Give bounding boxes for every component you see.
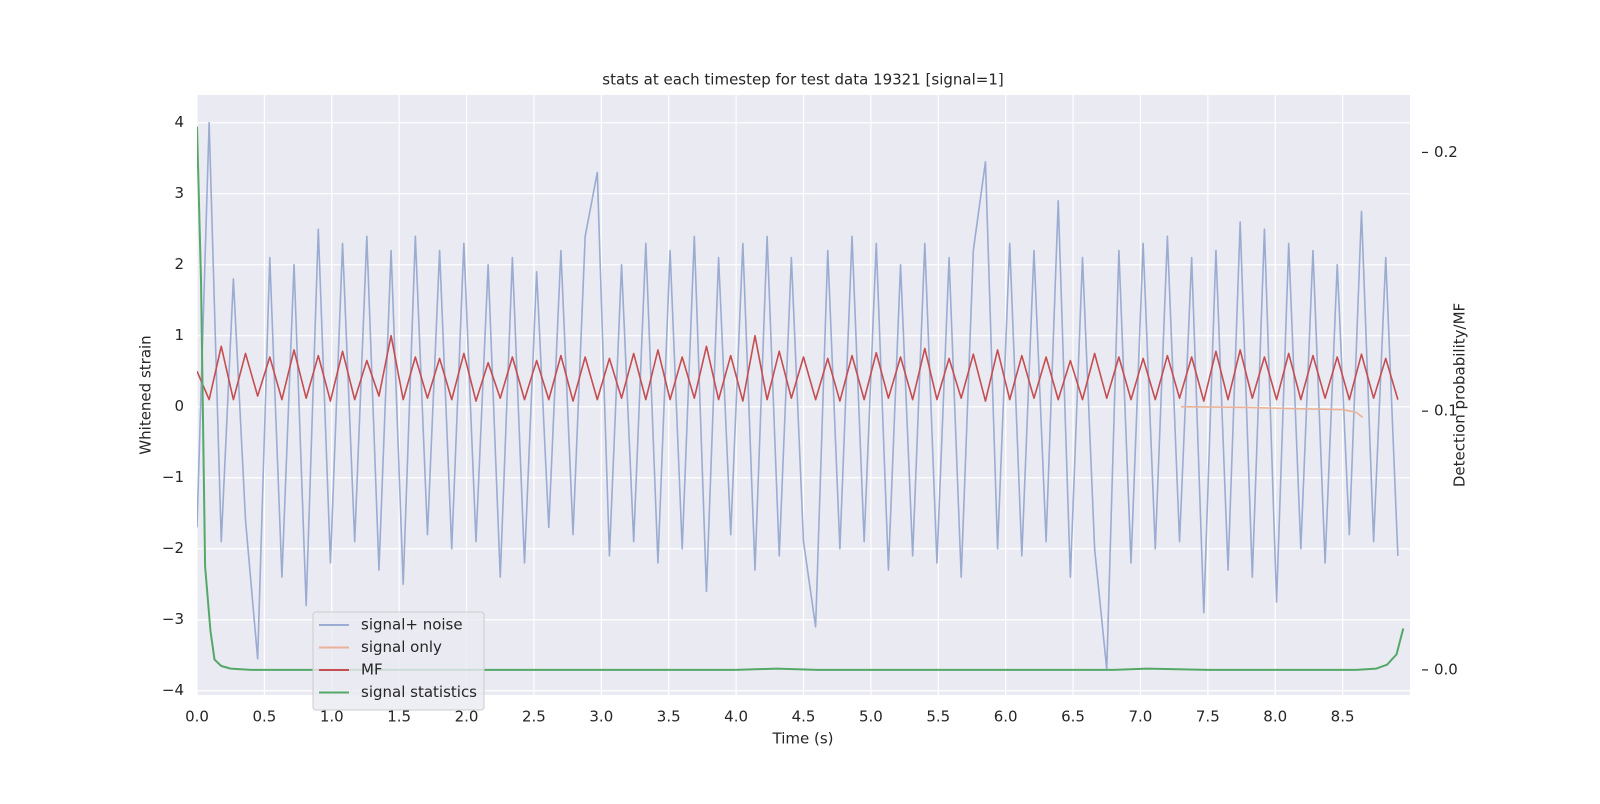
legend: signal+ noise signal only MF signal statist… (312, 611, 485, 711)
y-tick-label: 2 (174, 255, 184, 273)
x-tick-label: 4.5 (792, 708, 816, 726)
x-tick-label: 1.5 (387, 708, 411, 726)
y-tick-label: 4 (174, 113, 184, 131)
x-axis-label: Time (s) (772, 730, 834, 748)
series-line (197, 334, 1399, 402)
y2-tick-label: 0.1 (1434, 402, 1458, 420)
x-tick-label: 7.0 (1129, 708, 1153, 726)
x-tick-label: 8.0 (1263, 708, 1287, 726)
y2-axis-label: Detection probability/MF (1451, 303, 1469, 487)
x-tick-label: 8.5 (1331, 708, 1355, 726)
legend-label: MF (361, 661, 383, 679)
x-tick-label: 2.5 (522, 708, 546, 726)
y2-tick-label: 0.0 (1434, 660, 1458, 678)
x-tick-label: 6.5 (1061, 708, 1085, 726)
y-tick-label: 0 (174, 397, 184, 415)
legend-label: signal only (361, 638, 442, 656)
chart-title: stats at each timestep for test data 193… (602, 71, 1003, 89)
legend-label: signal statistics (361, 683, 477, 701)
x-tick-label: 6.0 (994, 708, 1018, 726)
y-tick-label: −1 (162, 468, 184, 486)
y-tick-label: 3 (174, 184, 184, 202)
y-tick-label: −3 (162, 610, 184, 628)
x-tick-label: 1.0 (320, 708, 344, 726)
x-tick-label: 0.5 (252, 708, 276, 726)
series-lines (197, 121, 1405, 671)
y-tick-label: −4 (162, 681, 184, 699)
x-tick-label: 4.0 (724, 708, 748, 726)
x-tick-label: 7.5 (1196, 708, 1220, 726)
series-line (197, 121, 1399, 671)
y2-tick-label: 0.2 (1434, 143, 1458, 161)
x-tick-label: 3.0 (589, 708, 613, 726)
x-tick-label: 5.5 (926, 708, 950, 726)
x-tick-label: 3.5 (657, 708, 681, 726)
legend-label: signal+ noise (361, 616, 463, 634)
series-line (197, 126, 1405, 671)
series-line (1180, 405, 1364, 419)
x-tick-label: 5.0 (859, 708, 883, 726)
legend-box (312, 611, 485, 711)
y-axis-label: Whitened strain (137, 335, 155, 454)
x-tick-label: 2.0 (455, 708, 479, 726)
y-tick-label: 1 (174, 326, 184, 344)
y-tick-label: −2 (162, 539, 184, 557)
x-tick-label: 0.0 (185, 708, 209, 726)
